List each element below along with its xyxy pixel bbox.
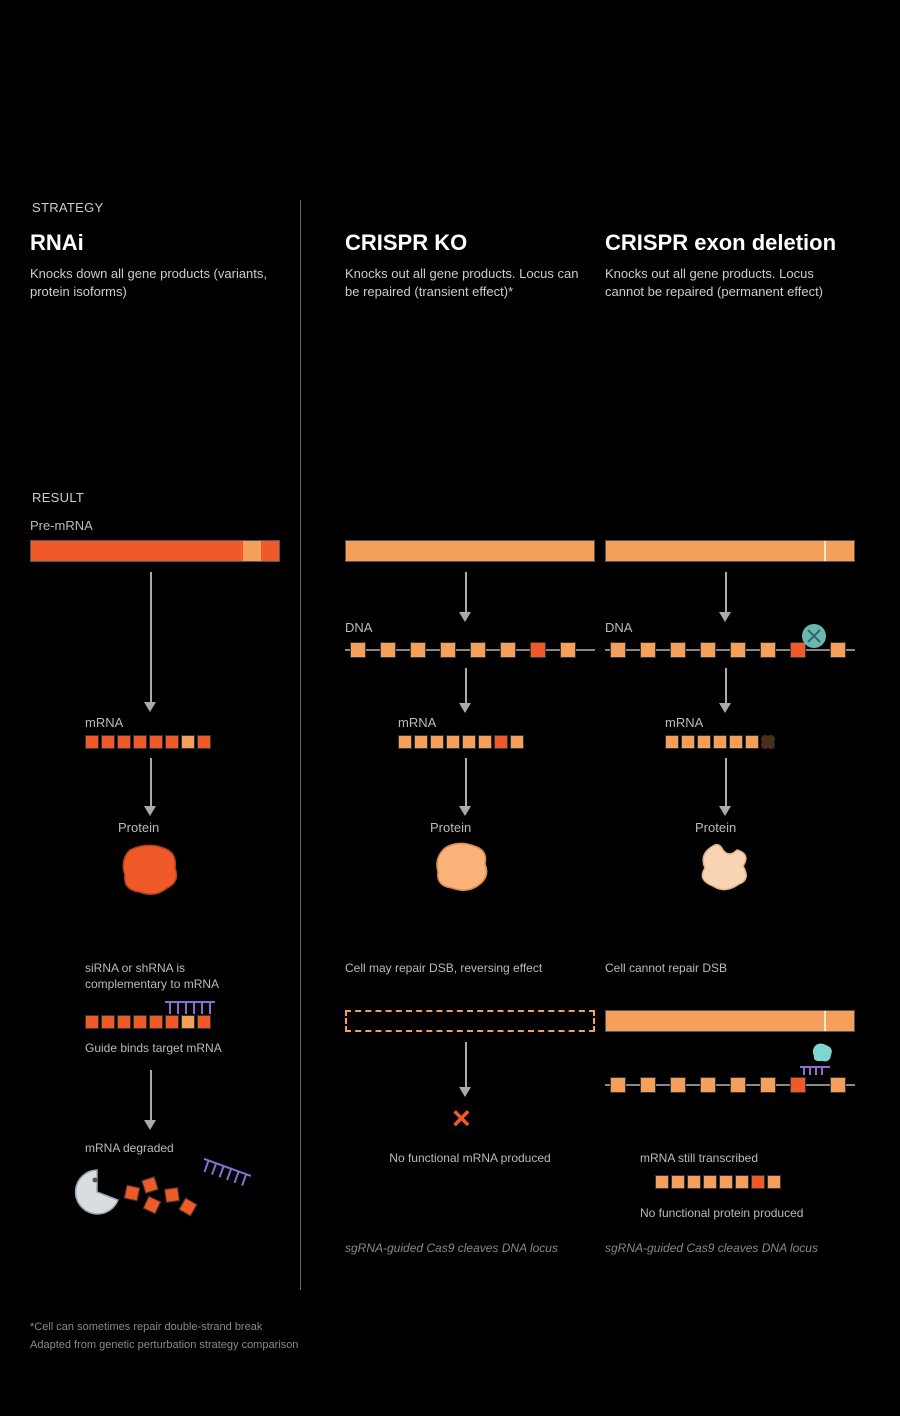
rnai-bind-caption: Guide binds target mRNA (85, 1040, 265, 1056)
arrow-icon (144, 1120, 156, 1130)
exon-repair-caption: Cell cannot repair DSB (605, 960, 825, 976)
arrow-icon (150, 758, 152, 806)
rnai-degrade-caption: mRNA degraded (85, 1140, 265, 1156)
rnai-mrna-squares (85, 735, 211, 749)
arrow-icon (144, 806, 156, 816)
ko-dna-track (345, 640, 595, 660)
row-label-premrna: Pre-mRNA (30, 518, 93, 533)
row-label-protein-exon: Protein (695, 820, 736, 835)
arrow-icon (459, 612, 471, 622)
arrow-icon (725, 668, 727, 703)
pacman-icon (70, 1165, 125, 1220)
arrow-icon (725, 572, 727, 612)
exon-cut-caption: sgRNA-guided Cas9 cleaves DNA locus (605, 1240, 835, 1256)
rnai-premrna-bar (30, 540, 280, 562)
footnote-1: *Cell can sometimes repair double-strand… (30, 1320, 630, 1335)
exon-mrna-lower (655, 1175, 781, 1189)
debris-squares (125, 1178, 215, 1218)
row-label-mrna-exon: mRNA (665, 715, 703, 730)
footnote-2: Adapted from genetic perturbation strate… (30, 1338, 630, 1353)
rnai-sirna-caption: siRNA or shRNA is complementary to mRNA (85, 960, 265, 992)
strategy-label: STRATEGY (32, 200, 104, 215)
arrow-icon (719, 612, 731, 622)
row-label-mrna-ko: mRNA (398, 715, 436, 730)
row-label-mrna-rnai: mRNA (85, 715, 123, 730)
exon-dna-track-lower (605, 1075, 855, 1095)
cas9-scissors-icon (800, 622, 828, 650)
ko-mrna-squares (398, 735, 524, 749)
col-title-exon: CRISPR exon deletion (605, 230, 836, 256)
arrow-icon (719, 703, 731, 713)
column-divider (300, 200, 301, 1290)
exon-protein-caption: No functional protein produced (640, 1205, 840, 1221)
result-label: RESULT (32, 490, 84, 505)
ko-dashed-bar (345, 1010, 595, 1032)
arrow-icon (150, 572, 152, 702)
ko-repair-caption: Cell may repair DSB, reversing effect (345, 960, 565, 976)
cas9-blob-icon (810, 1042, 834, 1064)
arrow-icon (465, 758, 467, 806)
arrow-icon (150, 1070, 152, 1120)
rnai-protein-blob (115, 840, 185, 900)
row-label-protein-rnai: Protein (118, 820, 159, 835)
x-mark-icon: × (452, 1100, 471, 1137)
ko-premrna-bar (345, 540, 595, 562)
guide-rna-icon (165, 1000, 215, 1018)
col-sub-rnai: Knocks down all gene products (variants,… (30, 265, 280, 301)
arrow-icon (459, 806, 471, 816)
arrow-icon (725, 758, 727, 806)
arrow-icon (459, 703, 471, 713)
exon-protein-blob (695, 840, 755, 895)
row-label-protein-ko: Protein (430, 820, 471, 835)
col-sub-ko: Knocks out all gene products. Locus can … (345, 265, 595, 301)
ko-nofx-caption: No functional mRNA produced (380, 1150, 560, 1166)
exon-mrna-caption: mRNA still transcribed (640, 1150, 820, 1166)
col-sub-exon: Knocks out all gene products. Locus cann… (605, 265, 855, 301)
col-title-ko: CRISPR KO (345, 230, 467, 256)
guide-rna-small-icon (800, 1065, 830, 1077)
arrow-icon (459, 1087, 471, 1097)
arrow-icon (465, 668, 467, 703)
arrow-icon (465, 572, 467, 612)
col-title-rnai: RNAi (30, 230, 84, 256)
exon-premrna-bar (605, 540, 855, 562)
ko-protein-blob (430, 840, 495, 895)
arrow-icon (465, 1042, 467, 1087)
exon-mrna-squares (665, 735, 775, 749)
arrow-icon (719, 806, 731, 816)
ko-cut-caption: sgRNA-guided Cas9 cleaves DNA locus (345, 1240, 575, 1256)
arrow-icon (144, 702, 156, 712)
exon-result-bar (605, 1010, 855, 1032)
row-label-dna-exon: DNA (605, 620, 632, 635)
row-label-dna-ko: DNA (345, 620, 372, 635)
